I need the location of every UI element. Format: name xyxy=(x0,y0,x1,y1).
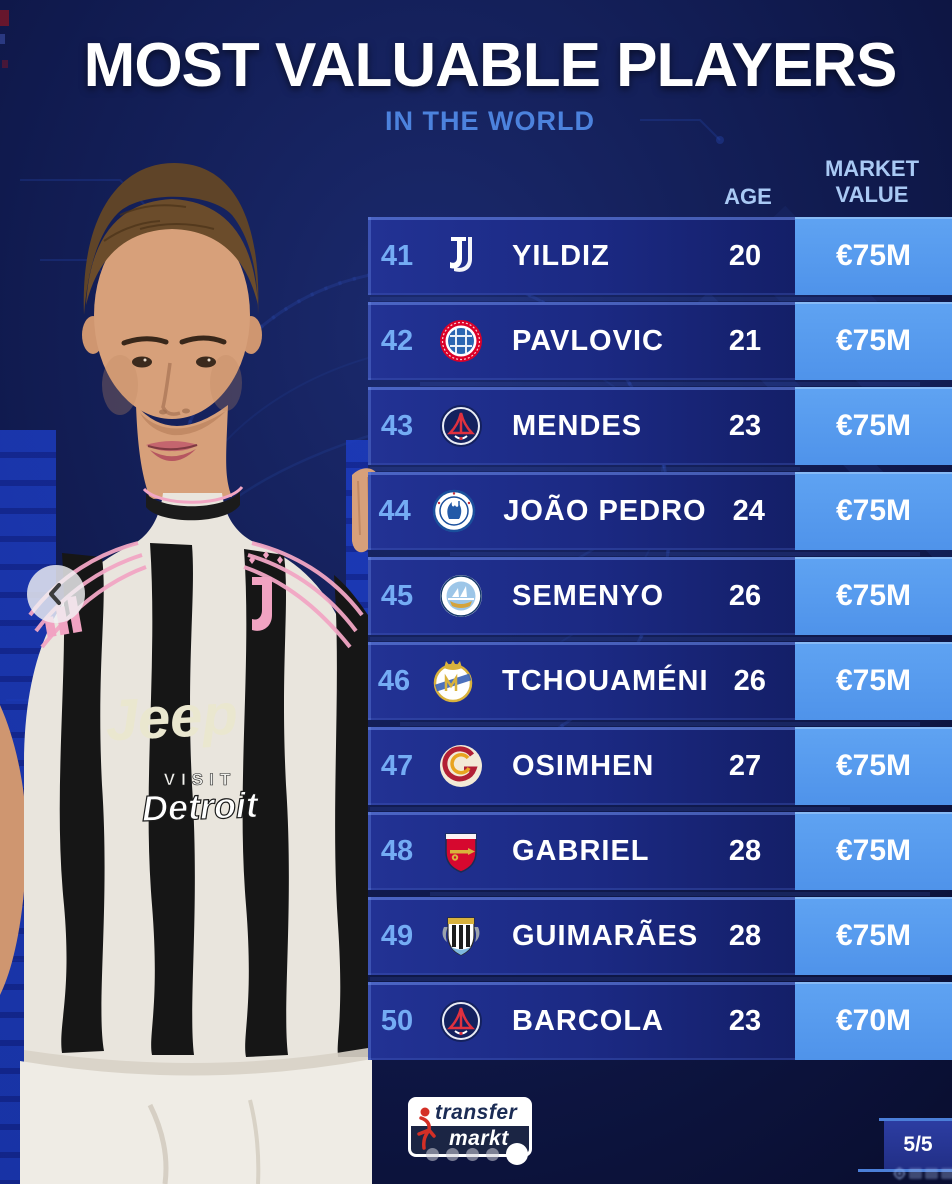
market-value-cell: €75M xyxy=(795,897,952,975)
player-age: 23 xyxy=(728,1004,762,1037)
rank-number: 44 xyxy=(378,494,411,527)
watermark-blurred-text xyxy=(909,1168,922,1179)
player-name: TCHOUAMÉNI xyxy=(501,664,709,697)
table-row: 47 OSIMHEN 27 €75M xyxy=(368,727,952,805)
player-name: MENDES xyxy=(512,409,643,442)
age-column-header: AGE xyxy=(724,184,772,209)
watermark xyxy=(893,1167,952,1180)
market-value-cell: €75M xyxy=(795,557,952,635)
player-age: 20 xyxy=(728,239,762,272)
table-row: 50 BARCOLA 23 €70M xyxy=(368,982,952,1060)
club-badge-manchester-city xyxy=(436,571,486,621)
rank-number: 47 xyxy=(380,749,414,782)
club-badge-real-madrid xyxy=(430,656,476,706)
market-value-cell: €70M xyxy=(795,982,952,1060)
page-title: MOST VALUABLE PLAYERS xyxy=(83,31,898,100)
table-row: 45 SEMENYO 26 €75M xyxy=(368,557,952,635)
club-badge-psg xyxy=(436,996,486,1046)
rank-number: 46 xyxy=(377,664,411,697)
player-name: BARCOLA xyxy=(512,1004,664,1037)
player-name: PAVLOVIC xyxy=(512,324,664,357)
market-value-cell: €75M xyxy=(795,217,952,295)
market-value-cell: €75M xyxy=(795,472,952,550)
club-badge-newcastle xyxy=(436,911,486,961)
player-name: YILDIZ xyxy=(512,239,610,272)
market-value-cell: €75M xyxy=(795,387,952,465)
chevron-left-icon xyxy=(49,583,61,605)
club-badge-galatasaray xyxy=(436,741,486,791)
club-badge-bayern-munich xyxy=(436,316,486,366)
carousel-dot[interactable] xyxy=(426,1147,439,1161)
watermark-blurred-text xyxy=(925,1168,938,1179)
player-age: 27 xyxy=(728,749,762,782)
player-name: GUIMARÃES xyxy=(512,919,699,952)
page-indicator: 5/5 xyxy=(884,1121,952,1169)
page-subtitle: IN THE WORLD xyxy=(385,106,595,136)
rank-number: 43 xyxy=(380,409,414,442)
table-row: 43 MENDES 23 €75M xyxy=(368,387,952,465)
club-badge-psg xyxy=(436,401,486,451)
player-age: 26 xyxy=(733,664,766,697)
market-value-cell: €75M xyxy=(795,812,952,890)
rank-number: 50 xyxy=(380,1004,414,1037)
divider-line-top xyxy=(879,1118,952,1121)
player-age: 28 xyxy=(728,919,762,952)
carousel-dot[interactable] xyxy=(466,1147,479,1161)
watermark-blurred-text xyxy=(941,1168,952,1179)
market-value-cell: €75M xyxy=(795,302,952,380)
jersey-text-detroit: Detroit xyxy=(141,784,260,829)
club-badge-juventus xyxy=(436,231,486,281)
player-age: 24 xyxy=(732,494,765,527)
market-value-cell: €75M xyxy=(795,642,952,720)
rank-number: 45 xyxy=(380,579,414,612)
rank-number: 41 xyxy=(380,239,414,272)
divider-line-bottom xyxy=(858,1169,952,1172)
club-badge-chelsea xyxy=(431,486,477,536)
table-row: 46 TCHOUAMÉNI 26 €75M xyxy=(368,642,952,720)
table-row: 41 YILDIZ 20 €75M xyxy=(368,217,952,295)
ranking-table: 41 YILDIZ 20 €75M 42 PAVLOVIC 21 €75M xyxy=(368,217,952,1060)
carousel-dot-active[interactable] xyxy=(506,1143,528,1165)
table-row: 44 JOÃO PEDRO 24 €75M xyxy=(368,472,952,550)
player-name: OSIMHEN xyxy=(512,749,655,782)
club-badge-arsenal xyxy=(436,826,486,876)
carousel-dots xyxy=(426,1143,528,1165)
carousel-dot[interactable] xyxy=(446,1147,459,1161)
transfermarkt-player-icon xyxy=(417,1107,436,1150)
jersey-sponsor-text: Jeep xyxy=(104,682,239,754)
player-photo: Jeep VISIT Detroit xyxy=(0,163,382,1184)
player-age: 23 xyxy=(728,409,762,442)
player-age: 26 xyxy=(728,579,762,612)
player-name: GABRIEL xyxy=(512,834,650,867)
gear-icon xyxy=(893,1167,906,1180)
player-age: 21 xyxy=(728,324,762,357)
rank-number: 49 xyxy=(380,919,414,952)
carousel-dot[interactable] xyxy=(486,1147,499,1161)
player-name: JOÃO PEDRO xyxy=(503,494,707,527)
carousel-prev-button[interactable] xyxy=(27,565,85,623)
table-row: 49 GUIMARÃES 28 €75M xyxy=(368,897,952,975)
table-row: 48 GABRIEL 28 €75M xyxy=(368,812,952,890)
jersey-text-visit: VISIT xyxy=(164,770,237,789)
rank-number: 48 xyxy=(380,834,414,867)
market-value-column-header: MARKET VALUE xyxy=(824,156,920,207)
rank-number: 42 xyxy=(380,324,414,357)
table-row: 42 PAVLOVIC 21 €75M xyxy=(368,302,952,380)
brand-text-transfer: transfer xyxy=(411,1100,529,1126)
market-value-cell: €75M xyxy=(795,727,952,805)
player-age: 28 xyxy=(728,834,762,867)
player-name: SEMENYO xyxy=(512,579,665,612)
